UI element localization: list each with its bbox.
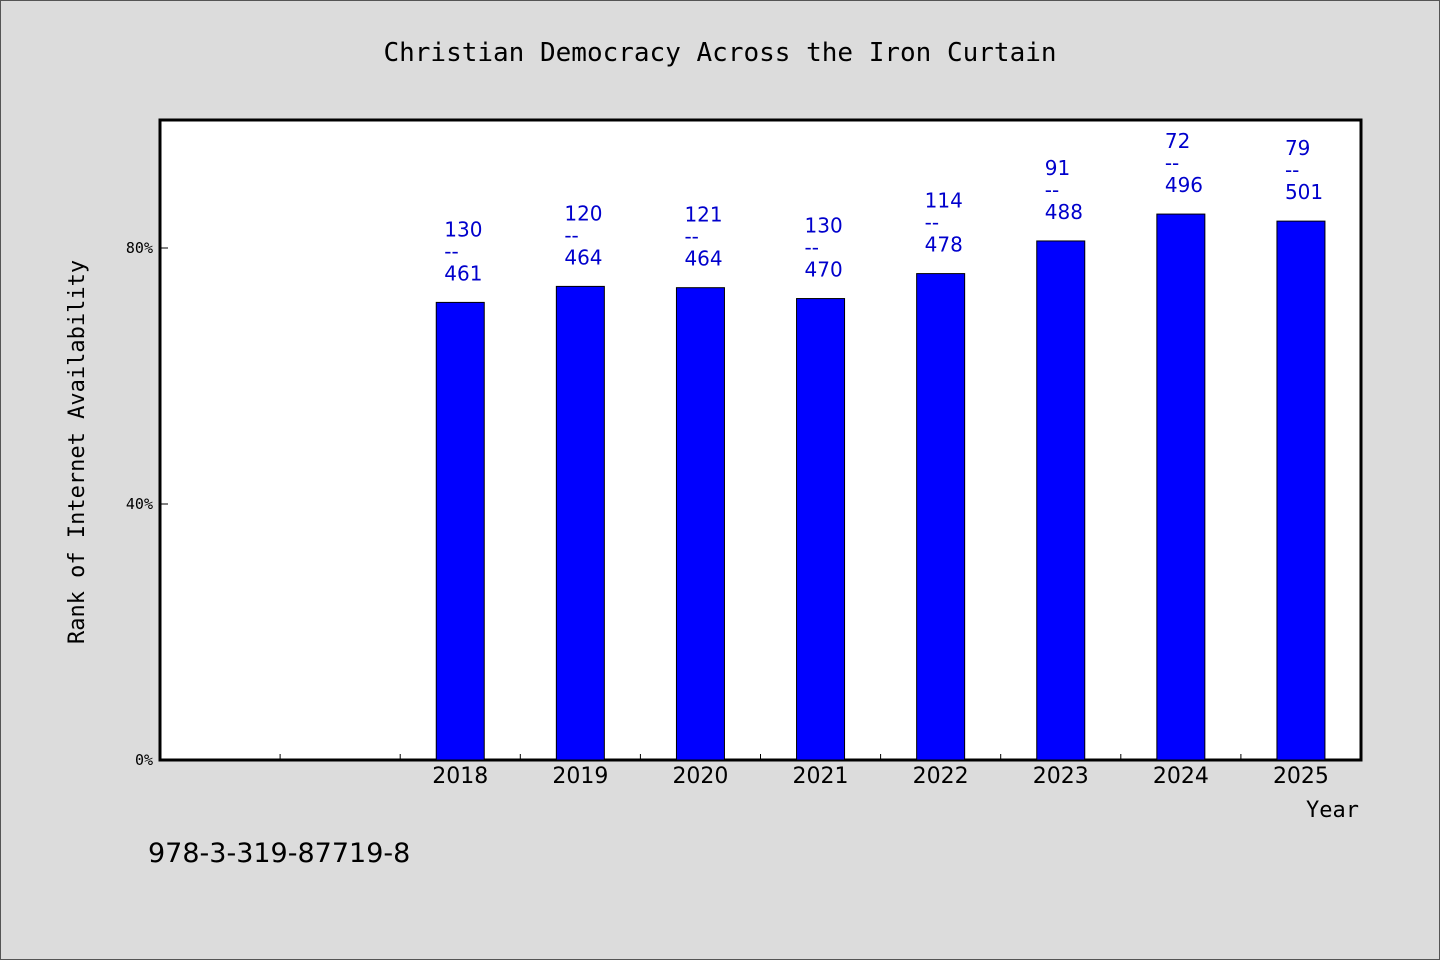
x-tick-label: 2019: [552, 764, 608, 789]
bar-data-label: 114--478: [925, 189, 963, 257]
chart-title: Christian Democracy Across the Iron Curt…: [383, 38, 1056, 68]
bar-data-label: 130--461: [444, 217, 482, 285]
bar: [916, 273, 966, 761]
data-label-line: 130: [444, 217, 482, 241]
bar: [796, 298, 846, 761]
data-label-line: 72: [1165, 129, 1190, 153]
y-tick-label: 40%: [126, 495, 153, 513]
bar: [1036, 240, 1086, 761]
x-tick-label: 2021: [793, 764, 849, 789]
data-label-line: 120: [564, 201, 602, 225]
y-axis-label: Rank of Internet Availability: [65, 260, 90, 644]
bar: [1276, 220, 1326, 761]
data-label-line: 121: [684, 203, 722, 227]
y-tick-label: 0%: [135, 751, 153, 769]
data-label-line: --: [564, 223, 578, 247]
data-label-line: --: [805, 236, 819, 260]
x-tick-label: 2024: [1153, 764, 1209, 789]
data-label-line: --: [1045, 178, 1059, 202]
bar: [435, 301, 485, 761]
data-label-line: 79: [1285, 136, 1310, 160]
data-label-line: 130: [805, 214, 843, 238]
bar-data-label: 121--464: [684, 203, 722, 271]
axis-ticks: 0% 40% 80% 2018 2019 2020 2021 2022 2023 2024 2025: [126, 239, 1329, 789]
data-label-line: --: [1285, 158, 1299, 182]
data-label-line: 114: [925, 189, 963, 213]
data-label-line: --: [684, 225, 698, 249]
data-label-line: 464: [684, 247, 722, 271]
data-label-line: 470: [805, 258, 843, 282]
x-tick-label: 2020: [672, 764, 728, 789]
bar: [1156, 213, 1206, 761]
data-label-line: --: [925, 211, 939, 235]
data-label-line: 478: [925, 233, 963, 257]
data-label-line: 488: [1045, 200, 1083, 224]
data-label-line: --: [444, 239, 458, 263]
data-label-line: 464: [564, 245, 602, 269]
bar: [675, 287, 725, 761]
data-label-line: 496: [1165, 173, 1203, 197]
bar-data-label: 72--496: [1165, 129, 1203, 197]
x-tick-label: 2025: [1273, 764, 1329, 789]
data-labels: 130--461120--464121--464130--470114--478…: [444, 129, 1323, 285]
x-tick-label: 2018: [432, 764, 488, 789]
bar-data-label: 120--464: [564, 201, 602, 269]
bar-data-label: 91--488: [1045, 156, 1083, 224]
x-tick-label: 2023: [1033, 764, 1089, 789]
x-axis-label: Year: [1306, 798, 1359, 823]
bar-data-label: 79--501: [1285, 136, 1323, 204]
bars: [435, 213, 1326, 761]
footnote-isbn: 978-3-319-87719-8: [148, 838, 410, 869]
y-tick-label: 80%: [126, 239, 153, 257]
data-label-line: --: [1165, 151, 1179, 175]
bar: [555, 285, 605, 761]
x-tick-label: 2022: [913, 764, 969, 789]
data-label-line: 91: [1045, 156, 1070, 180]
data-label-line: 501: [1285, 180, 1323, 204]
data-label-line: 461: [444, 261, 482, 285]
bar-data-label: 130--470: [805, 214, 843, 282]
